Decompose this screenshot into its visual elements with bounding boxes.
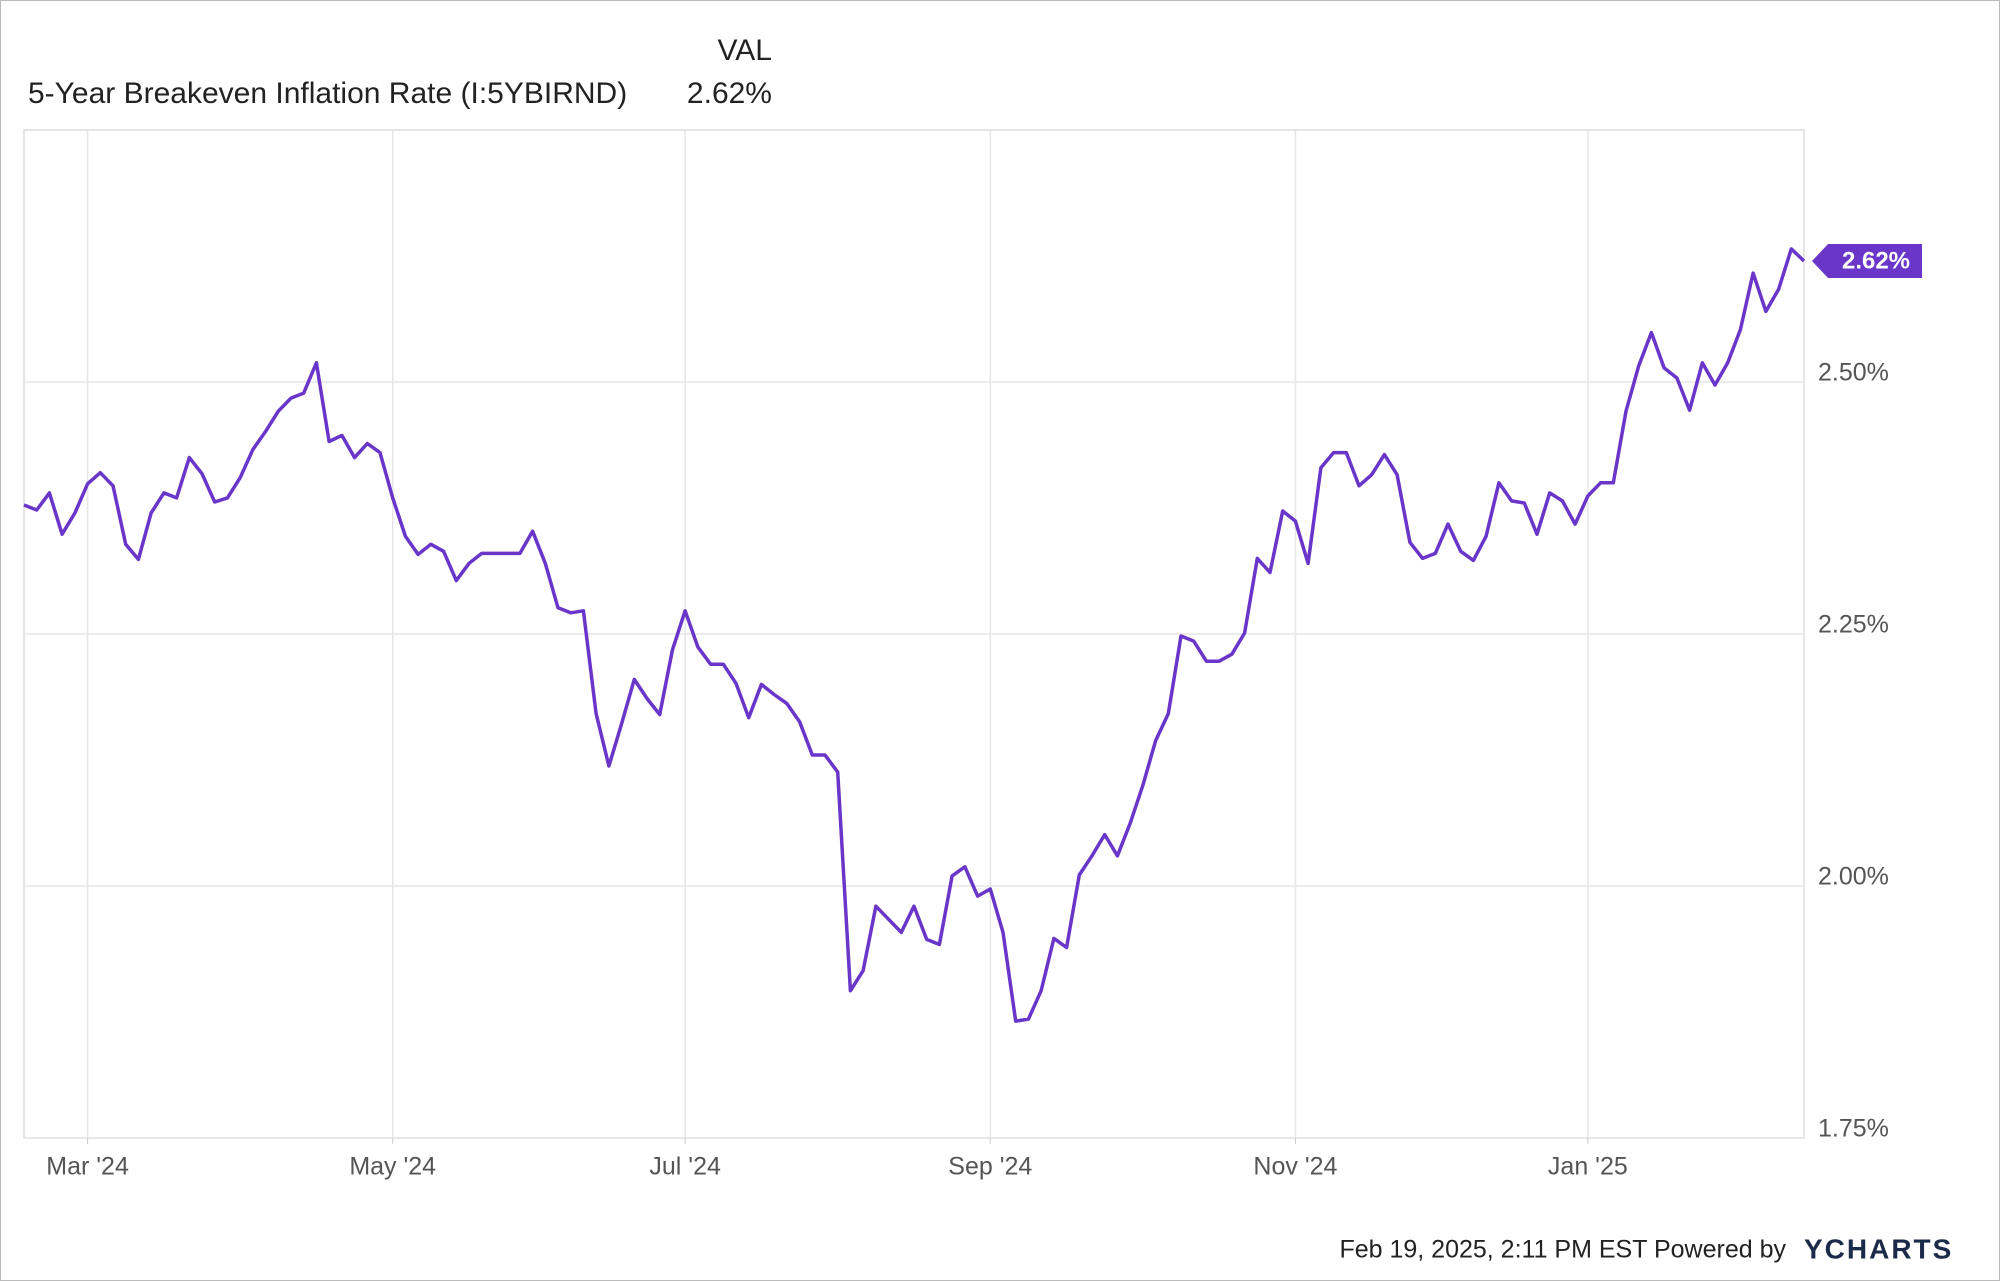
x-tick-label: Sep '24 xyxy=(948,1153,1032,1181)
x-tick-label: May '24 xyxy=(349,1153,436,1181)
y-tick-label: 2.25% xyxy=(1818,611,1889,639)
y-tick-label: 1.75% xyxy=(1818,1115,1889,1143)
footer-text: Feb 19, 2025, 2:11 PM EST Powered by xyxy=(1339,1236,1786,1264)
y-tick-label: 2.50% xyxy=(1818,359,1889,387)
legend-value: 2.62% xyxy=(687,77,772,110)
brand-logo: YCHARTS xyxy=(1804,1233,1953,1264)
x-tick-label: Nov '24 xyxy=(1253,1153,1337,1181)
legend-name: 5-Year Breakeven Inflation Rate (I:5YBIR… xyxy=(28,77,627,110)
legend-header: VAL xyxy=(718,34,772,67)
value-badge-label: 2.62% xyxy=(1842,247,1910,274)
x-tick-label: Jul '24 xyxy=(649,1153,721,1181)
y-tick-label: 2.00% xyxy=(1818,863,1889,891)
value-badge xyxy=(1812,244,1922,279)
line-series xyxy=(23,247,1806,1023)
x-tick-label: Jan '25 xyxy=(1548,1153,1628,1181)
x-tick-label: Mar '24 xyxy=(46,1153,129,1181)
